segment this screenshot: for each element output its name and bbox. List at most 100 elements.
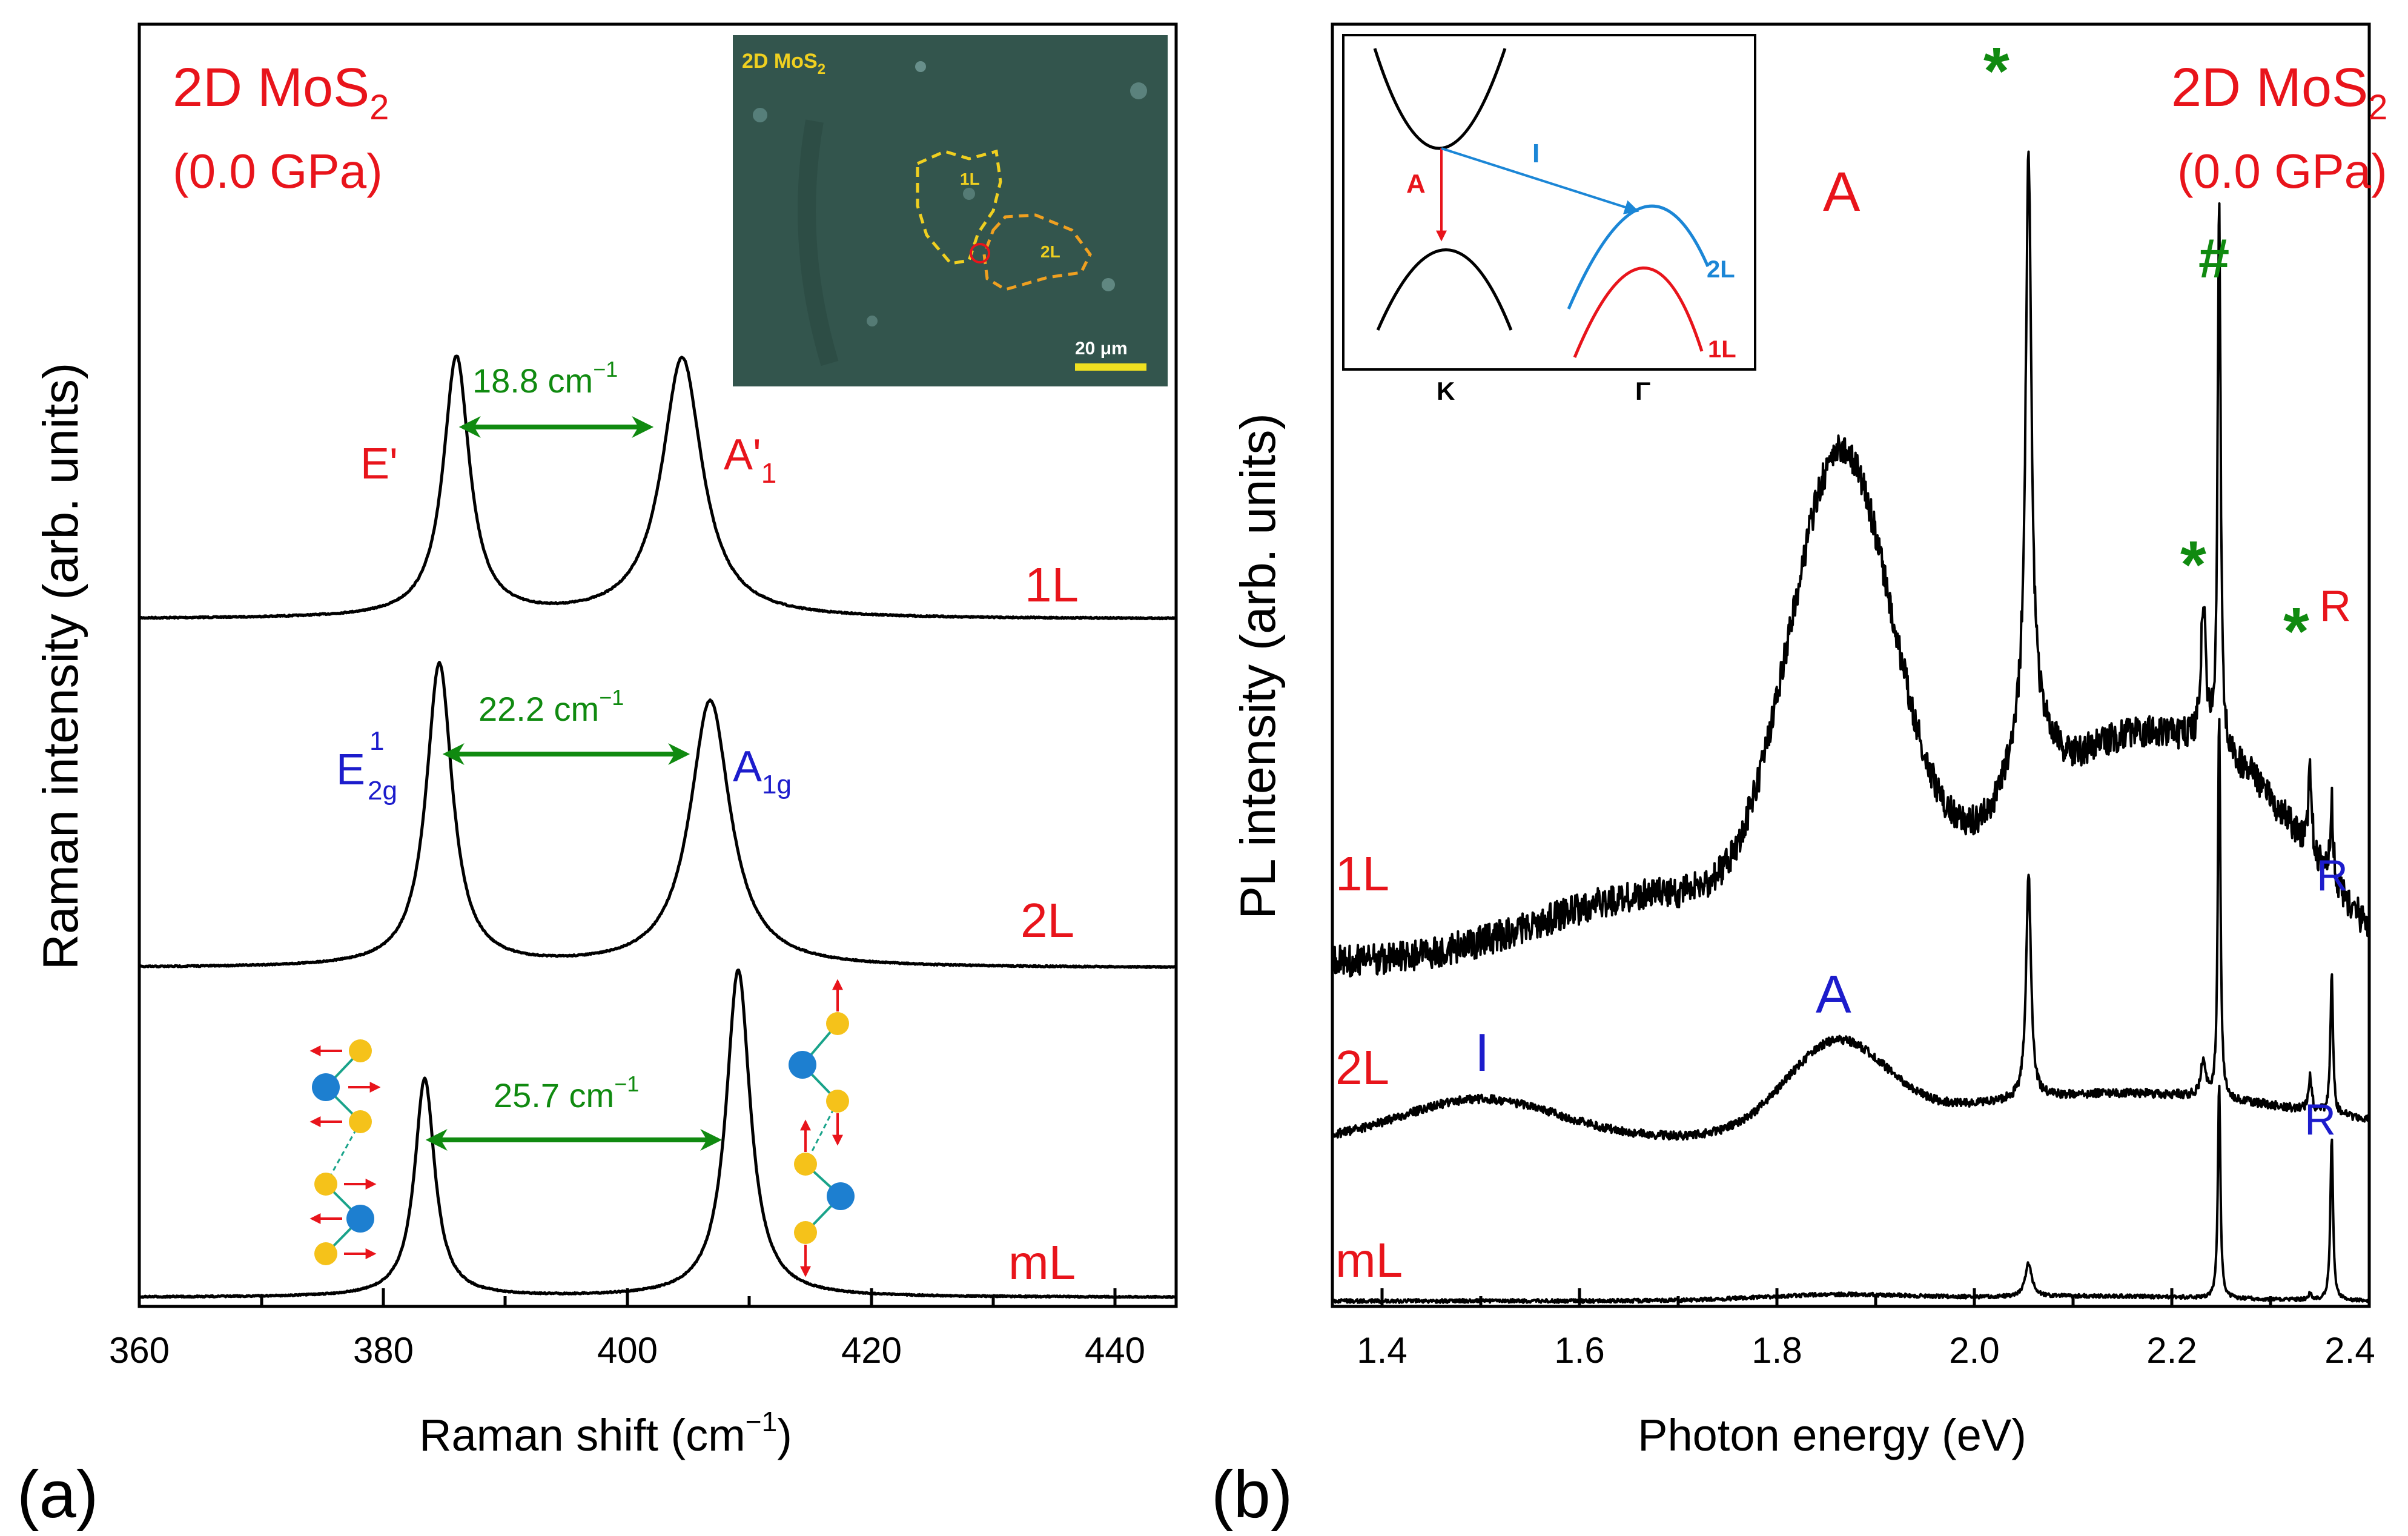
micrograph-speck [963,188,975,200]
band-inset-frame [1342,34,1756,371]
panel-a-x-label: Raman shift (cm−1) [419,1406,792,1460]
molybdenum-atom [827,1182,855,1210]
e2g-vibration-diagram [309,1039,381,1265]
sulfur-atom [349,1110,372,1133]
sulfur-atom [314,1173,337,1196]
panel-b-y-label: PL intensity (arb. units) [1231,413,1286,919]
b-tick-label-1.4: 1.4 [1357,1330,1407,1371]
inset-b-k-point: K [1437,377,1455,405]
a-series-label-mL: mL [1008,1236,1076,1289]
panel-b-title: 2D MoS2 [2171,58,2387,127]
a-tick-label-440: 440 [1085,1330,1145,1371]
interlayer-bond [325,1121,362,1185]
sulfur-atom [794,1221,817,1244]
a-tick-label-360: 360 [109,1330,170,1371]
valence-band-gamma-2L [1567,204,1710,310]
sulfur-atom [794,1153,817,1176]
b-star-1: * [1983,34,2009,108]
valence-band-gamma-1L [1573,266,1704,358]
raman-trace-2L [138,661,1177,969]
molybdenum-atom [789,1051,816,1079]
inset-a-scale-bar [1075,363,1146,371]
b-peak-A-2L: A [1816,964,1851,1024]
transition-arrow-I [1441,147,1639,214]
inset-b-label-2L: 2L [1707,256,1735,283]
a-separation-label-2L: 22.2 cm−1 [478,685,624,728]
a-mode-label-e-prime: E' [360,440,398,488]
panel-a-tick-labels: 360 380 400 420 440 [109,1330,1145,1371]
inset-a-title: 2D MoS2 [742,50,825,78]
micrograph-speck [753,108,767,122]
a-mode-label-a1g: A1g [733,743,792,799]
panel-a-y-label: Raman intensity (arb. units) [33,363,88,970]
panel-b-tick-labels: 1.4 1.6 1.8 2.0 2.2 2.4 [1357,1330,2375,1371]
b-series-label-1L: 1L [1335,847,1389,901]
b-peak-A-1L: A [1823,161,1861,223]
sulfur-atom [314,1242,337,1265]
a-series-label-1L: 1L [1025,558,1079,612]
sulfur-atom [349,1039,372,1062]
a-mode-label-a1-prime: A'1 [724,431,776,489]
inset-b-transition-a: A [1406,169,1426,199]
b-series-label-2L: 2L [1335,1041,1389,1094]
b-series-label-mL: mL [1335,1233,1403,1287]
b-tick-label-2.4: 2.4 [2324,1330,2375,1371]
b-raman-2L: R [2317,852,2348,900]
conduction-band [1373,48,1507,150]
panel-b-label: (b) [1211,1457,1292,1532]
micrograph-speck [1102,278,1115,291]
panel-b-x-ticks [1380,1288,2272,1306]
panel-b-pressure: (0.0 GPa) [2177,144,2387,198]
band-structure-inset: A I 2L 1L K Γ [1342,34,1756,405]
inset-a-label-2L: 2L [1040,242,1060,261]
b-star-2: * [2180,528,2206,602]
panel-b-x-label: Photon energy (eV) [1638,1410,2026,1460]
molybdenum-atom [312,1073,340,1101]
panel-b: 1.4 1.6 1.8 2.0 2.2 2.4 Photon energy (e… [1211,22,2387,1532]
inset-b-transition-i: I [1532,139,1540,168]
inset-b-label-1L: 1L [1708,336,1736,363]
raman-trace-mL [138,968,1177,1299]
b-raman-1L: R [2320,582,2351,631]
b-raman-mL: R [2304,1096,2336,1144]
molybdenum-atom [346,1205,374,1233]
a-tick-label-380: 380 [353,1330,414,1371]
valence-band-K [1376,248,1513,331]
panel-b-frame [1331,22,2371,1308]
a-tick-label-400: 400 [597,1330,658,1371]
a-mode-label-e2g: E1 2g [336,726,397,806]
b-tick-label-2.2: 2.2 [2146,1330,2197,1371]
panel-a-label: (a) [17,1457,98,1532]
pl-trace-2L [1331,718,2370,1141]
b-tick-label-2.0: 2.0 [1949,1330,1999,1371]
inset-a-label-1L: 1L [960,170,980,188]
a-series-label-2L: 2L [1020,893,1074,947]
panel-a-title: 2D MoS2 [173,58,389,127]
micrograph-speck [1130,82,1147,99]
raman-trace-1L [137,354,1177,621]
laser-spot [970,243,990,263]
micrograph-substrate-edge [798,119,839,366]
a-separation-label-mL: 25.7 cm−1 [494,1071,639,1114]
inset-b-gamma-point: Γ [1635,377,1650,405]
inset-a-scale-label: 20 μm [1075,339,1128,359]
sulfur-atom [826,1090,849,1113]
pl-trace-1L [1331,150,2370,978]
b-hash: # [2198,228,2229,290]
panel-a-pressure: (0.0 GPa) [173,144,383,198]
a1g-vibration-diagram [789,979,855,1277]
interlayer-bond [804,1101,839,1165]
pl-trace-mL [1331,1084,2370,1304]
panel-a: 360 380 400 420 440 Raman shift (cm−1) R… [17,22,1178,1532]
micrograph-speck [867,316,878,326]
flake-outline-1L [916,149,1002,265]
b-star-3: * [2283,594,2309,669]
b-peak-I-2L: I [1475,1022,1489,1082]
b-tick-label-1.6: 1.6 [1554,1330,1604,1371]
b-tick-label-1.8: 1.8 [1751,1330,1802,1371]
a-separation-label-1L: 18.8 cm−1 [472,357,618,400]
optical-micrograph-inset: 2D MoS2 1L 2L 20 μm [733,35,1168,386]
sulfur-atom [826,1012,849,1035]
micrograph-speck [915,61,926,72]
